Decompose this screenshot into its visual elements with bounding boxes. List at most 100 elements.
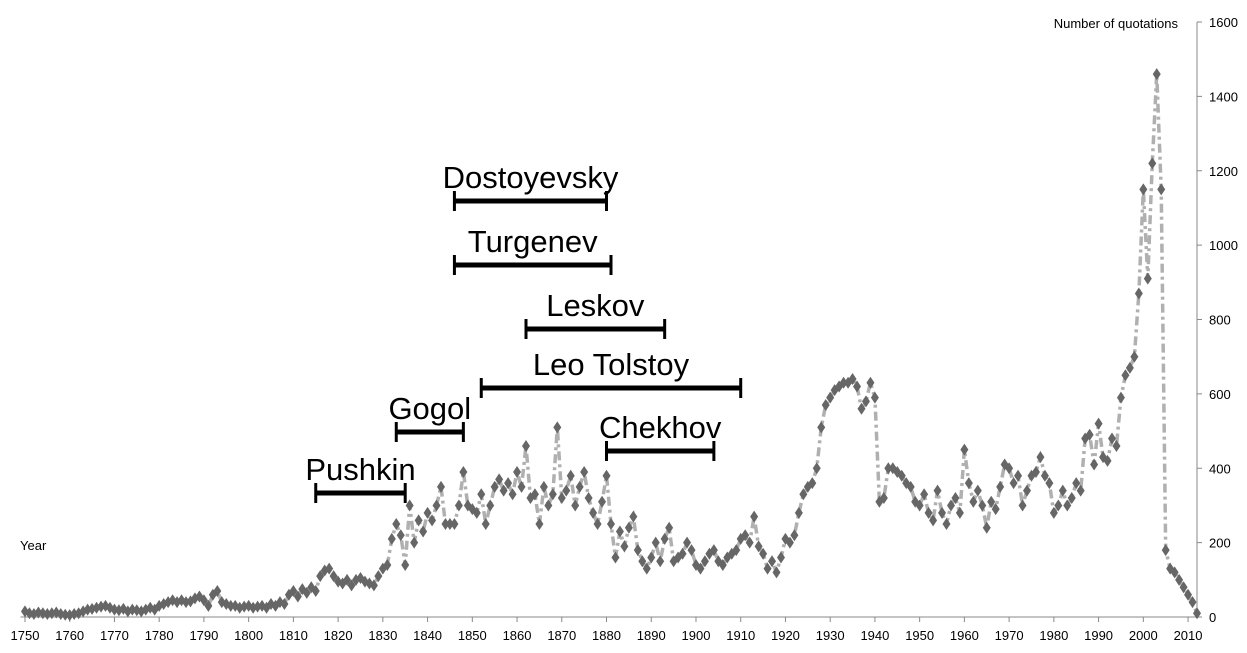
x-tick-label: 2000 bbox=[1129, 628, 1158, 643]
point bbox=[513, 465, 522, 478]
point bbox=[1090, 458, 1099, 471]
point bbox=[799, 488, 808, 501]
point bbox=[785, 536, 794, 549]
x-tick-label: 1990 bbox=[1084, 628, 1113, 643]
point bbox=[548, 488, 557, 501]
point bbox=[633, 544, 642, 557]
point bbox=[199, 594, 208, 607]
point bbox=[1009, 477, 1018, 490]
point bbox=[1184, 588, 1193, 601]
point bbox=[745, 536, 754, 549]
point bbox=[615, 525, 624, 538]
point bbox=[964, 477, 973, 490]
point bbox=[776, 551, 785, 564]
point bbox=[374, 570, 383, 583]
point bbox=[280, 597, 289, 610]
point bbox=[293, 590, 302, 603]
point bbox=[812, 462, 821, 475]
y-tick-label: 1400 bbox=[1209, 89, 1238, 104]
point bbox=[1005, 462, 1014, 475]
point bbox=[750, 510, 759, 523]
point bbox=[611, 551, 620, 564]
x-tick-label: 1870 bbox=[547, 628, 576, 643]
point bbox=[1031, 465, 1040, 478]
point bbox=[866, 376, 875, 389]
point bbox=[754, 540, 763, 553]
point bbox=[1112, 439, 1121, 452]
point bbox=[1116, 391, 1125, 404]
point bbox=[606, 518, 615, 531]
x-tick-label: 1920 bbox=[771, 628, 800, 643]
x-tick-label: 1770 bbox=[100, 628, 129, 643]
point bbox=[772, 566, 781, 579]
point bbox=[213, 584, 222, 597]
point bbox=[1161, 544, 1170, 557]
x-tick-label: 1890 bbox=[637, 628, 666, 643]
point bbox=[826, 391, 835, 404]
point bbox=[768, 555, 777, 568]
writer-name: Pushkin bbox=[305, 452, 415, 487]
x-tick-label: 1910 bbox=[726, 628, 755, 643]
point bbox=[311, 584, 320, 597]
point bbox=[562, 484, 571, 497]
point bbox=[1049, 506, 1058, 519]
point bbox=[857, 402, 866, 415]
point bbox=[598, 495, 607, 508]
point bbox=[441, 518, 450, 531]
point bbox=[660, 532, 669, 545]
point bbox=[982, 521, 991, 534]
y-tick-label: 1600 bbox=[1209, 15, 1238, 30]
point bbox=[302, 586, 311, 599]
point bbox=[790, 529, 799, 542]
point bbox=[383, 558, 392, 571]
point bbox=[1058, 484, 1067, 497]
writer-name: Dostoyevsky bbox=[443, 160, 619, 195]
point bbox=[1072, 477, 1081, 490]
point bbox=[718, 558, 727, 571]
point bbox=[423, 506, 432, 519]
point bbox=[508, 488, 517, 501]
point bbox=[1045, 477, 1054, 490]
point bbox=[521, 439, 530, 452]
point bbox=[955, 506, 964, 519]
point bbox=[642, 562, 651, 575]
point bbox=[428, 514, 437, 527]
point bbox=[853, 380, 862, 393]
point bbox=[504, 477, 513, 490]
x-tick-label: 1790 bbox=[189, 628, 218, 643]
point bbox=[821, 399, 830, 412]
point bbox=[387, 532, 396, 545]
point bbox=[329, 570, 338, 583]
point bbox=[732, 544, 741, 557]
point bbox=[481, 518, 490, 531]
writer-name: Leskov bbox=[546, 288, 645, 323]
point bbox=[495, 473, 504, 486]
point bbox=[1170, 566, 1179, 579]
point bbox=[973, 484, 982, 497]
point bbox=[960, 443, 969, 456]
point bbox=[459, 465, 468, 478]
x-tick-label: 1900 bbox=[682, 628, 711, 643]
point bbox=[580, 465, 589, 478]
point bbox=[316, 570, 325, 583]
point bbox=[1094, 417, 1103, 430]
point bbox=[1040, 469, 1049, 482]
point bbox=[1067, 492, 1076, 504]
point bbox=[566, 469, 575, 482]
writer-name: Gogol bbox=[388, 391, 471, 426]
y-tick-label: 600 bbox=[1209, 387, 1231, 402]
point bbox=[678, 547, 687, 560]
point bbox=[575, 480, 584, 493]
point bbox=[683, 536, 692, 549]
point bbox=[517, 480, 526, 493]
y-tick-label: 200 bbox=[1209, 536, 1231, 551]
point bbox=[593, 518, 602, 531]
point bbox=[687, 544, 696, 557]
point bbox=[499, 484, 508, 497]
point bbox=[1036, 451, 1045, 464]
point bbox=[56, 608, 65, 621]
point bbox=[204, 599, 213, 612]
y-tick-label: 0 bbox=[1209, 610, 1216, 625]
point bbox=[410, 536, 419, 549]
point bbox=[436, 480, 445, 493]
